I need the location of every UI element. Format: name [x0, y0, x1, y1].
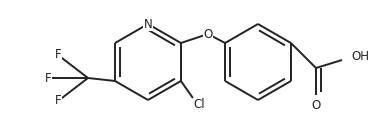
Text: F: F [45, 71, 51, 84]
Text: OH: OH [351, 50, 369, 63]
Text: O: O [203, 27, 213, 40]
Text: F: F [55, 48, 61, 62]
Text: Cl: Cl [193, 99, 205, 112]
Text: N: N [144, 18, 152, 30]
Text: F: F [55, 95, 61, 108]
Text: O: O [311, 99, 321, 112]
